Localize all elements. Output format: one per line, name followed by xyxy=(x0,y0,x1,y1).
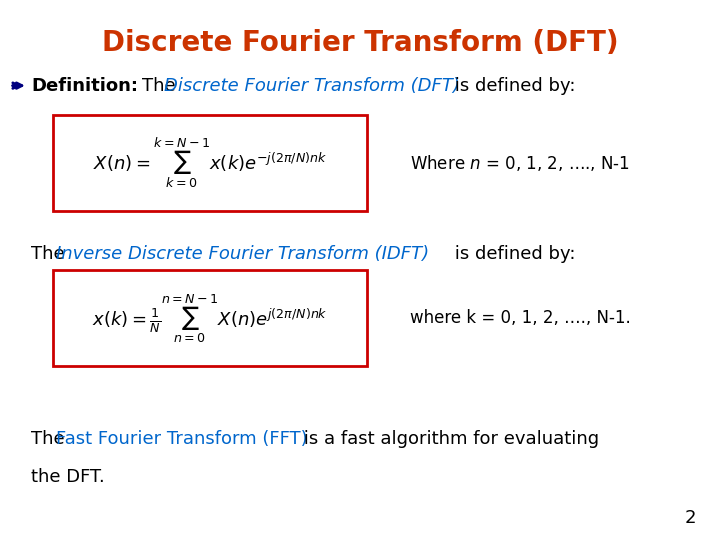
Text: Inverse Discrete Fourier Transform (IDFT): Inverse Discrete Fourier Transform (IDFT… xyxy=(56,245,430,263)
FancyBboxPatch shape xyxy=(53,115,367,211)
Text: Where $n$ = 0, 1, 2, …., N-1: Where $n$ = 0, 1, 2, …., N-1 xyxy=(410,153,630,173)
Text: $X(n) = \sum_{k=0}^{k=N-1} x(k)e^{-j(2\pi/N)nk}$: $X(n) = \sum_{k=0}^{k=N-1} x(k)e^{-j(2\p… xyxy=(93,136,327,191)
Text: Discrete Fourier Transform (DFT): Discrete Fourier Transform (DFT) xyxy=(163,77,459,94)
Text: is defined by:: is defined by: xyxy=(449,245,576,263)
Text: is defined by:: is defined by: xyxy=(449,77,576,94)
Text: Discrete Fourier Transform (DFT): Discrete Fourier Transform (DFT) xyxy=(102,30,618,57)
Text: The: The xyxy=(142,77,181,94)
Text: Definition:: Definition: xyxy=(32,77,138,94)
Text: is a fast algorithm for evaluating: is a fast algorithm for evaluating xyxy=(298,430,599,448)
Text: 2: 2 xyxy=(684,509,696,526)
Text: The: The xyxy=(32,245,71,263)
Text: the DFT.: the DFT. xyxy=(32,468,105,486)
FancyBboxPatch shape xyxy=(53,270,367,366)
Text: The: The xyxy=(32,430,71,448)
Text: Fast Fourier Transform (FFT): Fast Fourier Transform (FFT) xyxy=(56,430,308,448)
Text: where k = 0, 1, 2, …., N-1.: where k = 0, 1, 2, …., N-1. xyxy=(410,309,631,327)
Text: $x(k) = \frac{1}{N}\sum_{n=0}^{n=N-1} X(n)e^{j(2\pi/N)nk}$: $x(k) = \frac{1}{N}\sum_{n=0}^{n=N-1} X(… xyxy=(92,292,328,345)
